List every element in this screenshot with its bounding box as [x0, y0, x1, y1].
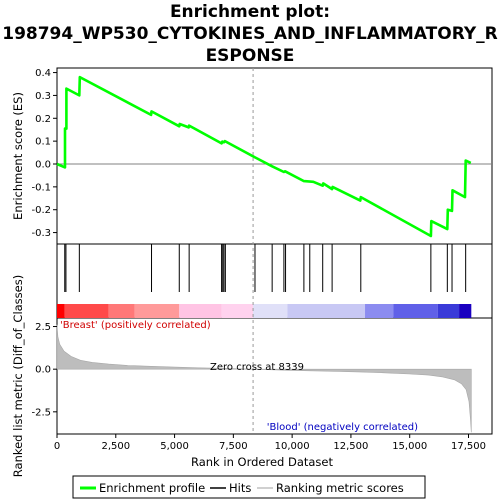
es-y-ticks: -0.3 -0.2 -0.1 0.0 0.1 0.2 0.3 0.4: [31, 68, 57, 239]
ranking-metric-series: [56, 68, 472, 434]
es-y-tick-label: 0.3: [35, 91, 51, 102]
heat-bar-segment: [459, 304, 472, 318]
x-tick-label: 17,500: [451, 441, 486, 452]
enrichment-profile-series: [56, 75, 472, 238]
rank-y-tick-label: 2.5: [35, 322, 51, 333]
es-y-tick-label: 0.1: [35, 137, 51, 148]
heat-bar-segment: [64, 304, 109, 318]
es-y-tick-label: -0.2: [31, 205, 51, 216]
x-tick-label: 2,500: [101, 441, 130, 452]
heat-bar-segment: [57, 304, 65, 318]
x-tick-label: 12,500: [333, 441, 368, 452]
zero-cross-label: Zero cross at 8339: [210, 362, 304, 373]
negative-class-label: 'Blood' (negatively correlated): [267, 422, 418, 433]
es-y-axis-label: Enrichment score (ES): [11, 92, 25, 220]
es-y-tick-label: -0.3: [31, 228, 51, 239]
heat-bar-segment: [437, 304, 460, 318]
x-tick-label: 7,500: [219, 441, 248, 452]
heat-bar-segment: [179, 304, 222, 318]
heat-bar-segment: [287, 304, 366, 318]
legend-ranking-label: Ranking metric scores: [276, 481, 404, 495]
heat-bar-segment: [221, 304, 254, 318]
heat-bar-segment: [108, 304, 135, 318]
x-tick-label: 15,000: [392, 441, 427, 452]
legend-box: [72, 475, 426, 499]
heat-bar-segment: [393, 304, 438, 318]
x-axis-ticks: 0 2,500 5,000 7,500 10,000 12,500 15,000 17,500: [54, 434, 486, 452]
x-tick-label: 10,000: [275, 441, 310, 452]
legend-enrichment-label: Enrichment profile: [99, 481, 205, 495]
es-y-tick-label: 0.4: [35, 68, 51, 79]
es-y-tick-label: 0.2: [35, 114, 51, 125]
es-y-tick-label: 0.0: [35, 160, 51, 171]
rank-y-tick-label: -2.5: [31, 407, 51, 418]
enrichment-profile-line: [56, 75, 472, 238]
rank-y-axis-label: Ranked list metric (Diff_of_Classes): [11, 275, 25, 477]
chart-title-line-1: Enrichment plot:: [170, 2, 330, 22]
x-tick-label: 0: [54, 441, 60, 452]
x-tick-label: 5,000: [160, 441, 189, 452]
es-y-tick-label: -0.1: [31, 182, 51, 193]
ranking-heat-bar: [57, 304, 472, 318]
hits-series: [64, 244, 467, 292]
ranking-panel-frame: [56, 317, 493, 435]
heat-bar-segment: [253, 304, 288, 318]
ranking-metric-area: [56, 324, 472, 433]
rank-y-ticks: -2.5 0.0 2.5: [31, 322, 57, 418]
x-axis-label: Rank in Ordered Dataset: [191, 455, 334, 469]
legend-hits-label: Hits: [229, 481, 251, 495]
heat-bar-segment: [365, 304, 394, 318]
heat-bar-segment: [134, 304, 180, 318]
chart-title-line-3: ESPONSE: [206, 46, 295, 66]
enrichment-panel-frame: [56, 67, 493, 245]
rank-y-tick-label: 0.0: [35, 365, 51, 376]
chart-title-line-2: 198794_WP530_CYTOKINES_AND_INFLAMMATORY_…: [2, 24, 498, 44]
positive-class-label: 'Breast' (positively correlated): [60, 320, 211, 331]
